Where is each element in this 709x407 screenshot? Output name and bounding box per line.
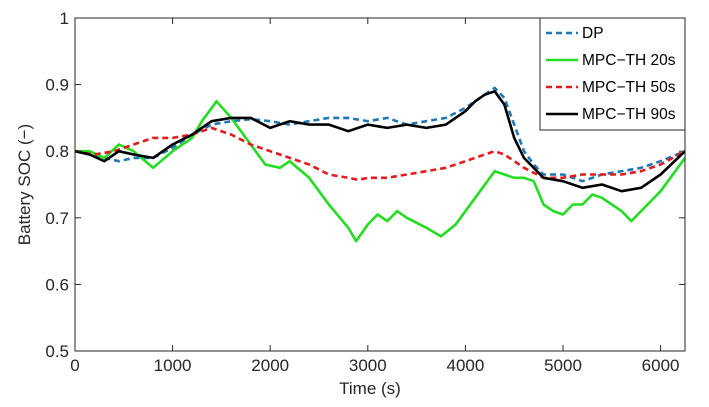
legend-label-dp: DP: [582, 25, 604, 42]
x-tick-label: 1000: [154, 356, 192, 375]
x-tick-label: 6000: [642, 356, 680, 375]
x-axis-title: Time (s): [339, 379, 401, 398]
x-tick-label: 2000: [251, 356, 289, 375]
legend-label-mpc-th-90s: MPC−TH 90s: [582, 106, 676, 123]
legend-items: DP MPC−TH 20s MPC−TH 50s MPC−TH 90s: [546, 25, 676, 123]
x-tick-label: 0: [70, 356, 79, 375]
legend: DP MPC−TH 20s MPC−TH 50s MPC−TH 90s: [539, 17, 686, 131]
y-tick-label: 0.9: [45, 76, 69, 95]
x-tick-label: 5000: [544, 356, 582, 375]
tick-labels-layer: 0 1000 2000 3000 4000 5000 6000 0.5 0.6 0.7 0.8 0.9…: [45, 9, 679, 375]
series-line-mpc-th-90s: [74, 90, 686, 193]
legend-label-mpc-th-50s: MPC−TH 50s: [582, 79, 676, 96]
legend-box: [539, 17, 686, 131]
y-tick-label: 0.6: [45, 275, 69, 294]
y-tick-label: 0.8: [45, 142, 69, 161]
plot-area-frame: [74, 17, 686, 352]
y-tick-label: 1: [60, 9, 69, 28]
y-tick-label: 0.7: [45, 209, 69, 228]
series-layer: [74, 86, 687, 243]
x-tick-label: 3000: [349, 356, 387, 375]
legend-label-mpc-th-20s: MPC−TH 20s: [582, 52, 676, 69]
series-line-mpc-th-20s: [75, 100, 687, 243]
y-axis-title: Battery SOC (−): [15, 124, 34, 245]
y-tick-label: 0.5: [45, 342, 69, 361]
x-tick-label: 4000: [446, 356, 484, 375]
series-line-mpc-th-50s: [74, 126, 686, 182]
